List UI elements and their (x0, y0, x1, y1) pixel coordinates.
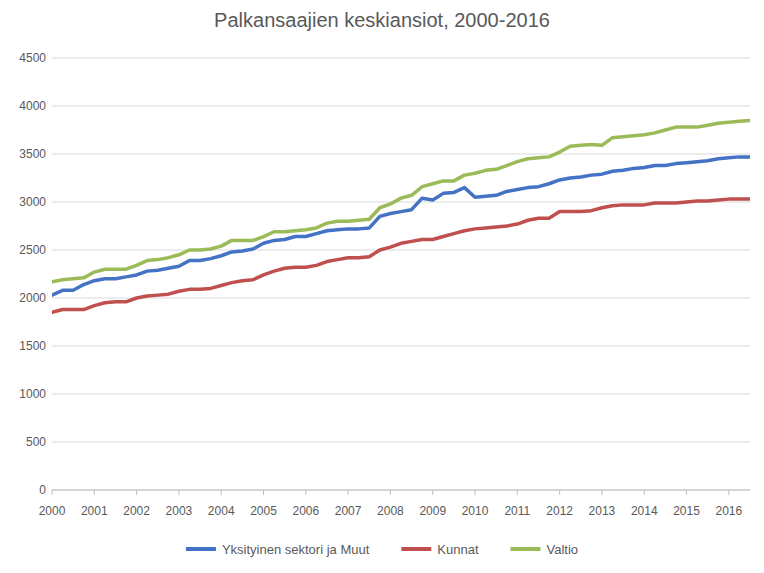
x-axis (52, 490, 750, 491)
legend-label: Kunnat (437, 542, 479, 557)
legend-swatch (401, 547, 431, 551)
x-tick (728, 490, 729, 495)
x-tick (221, 490, 222, 495)
y-tick-label: 3500 (19, 147, 46, 161)
x-tick-label: 2009 (419, 504, 446, 518)
grid-line (52, 250, 750, 251)
x-tick-label: 2006 (292, 504, 319, 518)
x-tick-label: 2004 (208, 504, 235, 518)
legend: Yksityinen sektori ja Muut Kunnat Valtio (186, 542, 578, 557)
x-tick-label: 2007 (335, 504, 362, 518)
grid-line (52, 154, 750, 155)
x-tick (475, 490, 476, 495)
x-tick-label: 2001 (81, 504, 108, 518)
x-tick-label: 2003 (166, 504, 193, 518)
x-tick-label: 2014 (631, 504, 658, 518)
x-tick-label: 2005 (250, 504, 277, 518)
x-tick (263, 490, 264, 495)
grid-line (52, 442, 750, 443)
grid-line (52, 346, 750, 347)
x-tick (559, 490, 560, 495)
x-tick (432, 490, 433, 495)
grid-line (52, 58, 750, 59)
grid-line (52, 490, 750, 491)
x-tick-label: 2011 (504, 504, 530, 518)
y-tick-label: 4500 (19, 51, 46, 65)
x-tick-label: 2013 (589, 504, 616, 518)
legend-swatch (511, 547, 541, 551)
x-tick (136, 490, 137, 495)
grid-line (52, 394, 750, 395)
title: Palkansaajien keskiansiot, 2000-2016 (214, 9, 550, 31)
x-tick (305, 490, 306, 495)
x-tick (601, 490, 602, 495)
x-tick (644, 490, 645, 495)
legend-swatch (186, 547, 216, 551)
legend-label: Yksityinen sektori ja Muut (222, 542, 370, 557)
series-line (52, 120, 750, 281)
series-line (52, 157, 750, 295)
y-tick-label: 1500 (19, 339, 46, 353)
y-tick-label: 2000 (19, 291, 46, 305)
grid-line (52, 106, 750, 107)
x-tick (52, 490, 53, 495)
series-lines (52, 120, 750, 312)
x-tick (390, 490, 391, 495)
x-tick-label: 2015 (673, 504, 700, 518)
x-tick-label: 2002 (123, 504, 150, 518)
x-tick (178, 490, 179, 495)
x-tick-label: 2010 (462, 504, 489, 518)
chart: Palkansaajien keskiansiot, 2000-2016 0 500… (0, 0, 764, 573)
x-tick (94, 490, 95, 495)
x-tick-label: 2016 (715, 504, 742, 518)
x-tick (348, 490, 349, 495)
x-tick (686, 490, 687, 495)
grid-line (52, 202, 750, 203)
legend-label: Valtio (547, 542, 579, 557)
series-line (52, 199, 750, 312)
y-tick-label: 500 (26, 435, 46, 449)
y-tick-label: 3000 (19, 195, 46, 209)
y-tick-label: 2500 (19, 243, 46, 257)
y-tick-label: 0 (39, 483, 46, 497)
grid-line (52, 298, 750, 299)
x-tick (517, 490, 518, 495)
y-tick-label: 1000 (19, 387, 46, 401)
y-grid (52, 58, 750, 490)
y-tick-label: 4000 (19, 99, 46, 113)
x-tick-label: 2012 (546, 504, 573, 518)
x-tick-label: 2008 (377, 504, 404, 518)
x-tick-label: 2000 (39, 504, 66, 518)
